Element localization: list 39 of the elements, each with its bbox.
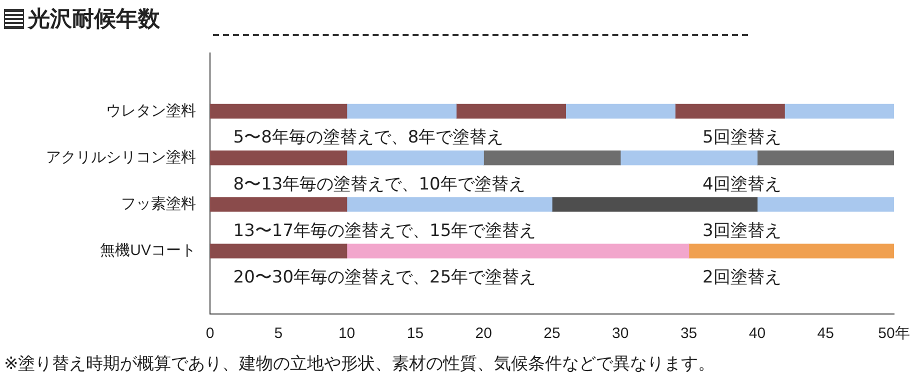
chart-title: 光沢耐候年数: [28, 6, 160, 34]
x-tick-label: 15: [406, 325, 424, 342]
bar: [346, 150, 484, 166]
bar: [210, 150, 348, 166]
x-tick-label: 35: [680, 325, 698, 342]
bar: [620, 150, 758, 166]
annotation: 5回塗替え: [702, 128, 782, 148]
annotation: 4回塗替え: [702, 174, 782, 194]
annotation: 8〜13年毎の塗替えで、10年で塗替え: [233, 174, 526, 194]
annotation: 2回塗替え: [702, 268, 782, 288]
x-tick-label: 25: [544, 325, 560, 342]
annotation: 5〜8年毎の塗替えで、8年で塗替え: [233, 128, 504, 148]
bar: [784, 104, 894, 119]
y-tick-label: アクリルシリコン塗料: [46, 149, 196, 166]
annotation: 13〜17年毎の塗替えで、15年で塗替え: [233, 220, 536, 241]
annotation: 3回塗替え: [702, 220, 782, 241]
bar: [756, 197, 894, 212]
x-tick-label: 10: [338, 325, 356, 342]
bar: [346, 104, 457, 119]
y-tick-label: フッ素塗料: [121, 196, 196, 213]
y-tick-label: 無機UVコート: [100, 242, 196, 260]
y-tick-label: ウレタン塗料: [106, 102, 196, 120]
x-tick-label: 50年: [878, 325, 910, 342]
bar: [552, 197, 758, 212]
bar: [210, 244, 348, 258]
bar: [210, 104, 348, 119]
x-tick-label: 30: [612, 325, 629, 342]
x-tick-label: 20: [475, 325, 492, 342]
bar: [688, 244, 894, 258]
x-tick-label: 40: [748, 325, 766, 342]
x-tick-label: 5: [274, 325, 283, 342]
x-tick-label: 0: [206, 325, 214, 342]
annotation: 20〜30年毎の塗替えで、25年で塗替え: [233, 268, 536, 288]
bar: [346, 244, 690, 258]
bar: [346, 197, 552, 212]
bar: [565, 104, 676, 119]
x-tick-label: 45: [817, 325, 834, 342]
text: ※塗り替え時期が概算であり、建物の立地や形状、素材の性質、気候条件などで異なります。: [4, 353, 716, 375]
bar: [210, 197, 348, 212]
